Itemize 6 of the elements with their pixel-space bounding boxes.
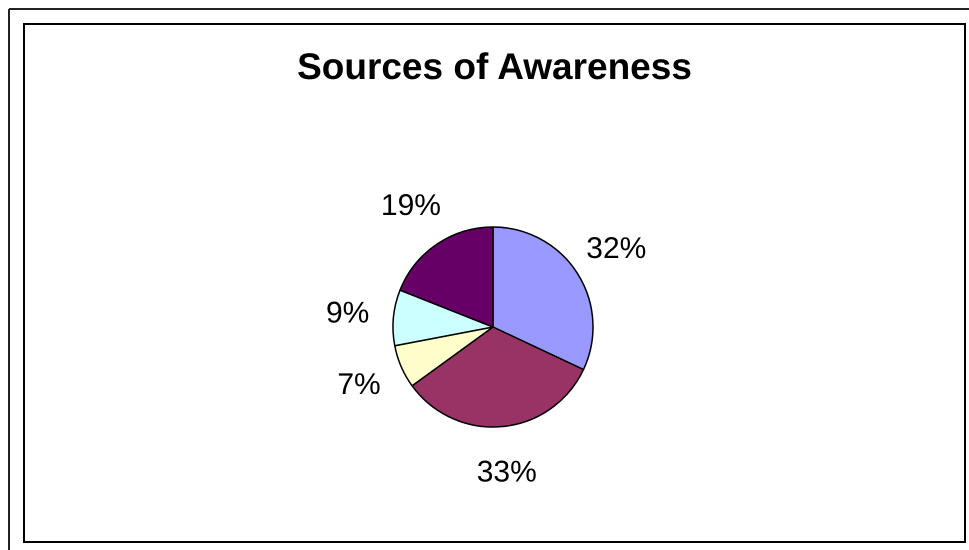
data-label: 9% <box>326 296 370 330</box>
data-label: 33% <box>476 455 537 488</box>
data-label: 32% <box>586 232 646 265</box>
data-label: 7% <box>337 368 381 401</box>
chart-title: Sources of Awareness <box>297 46 692 87</box>
data-label: 19% <box>380 189 441 222</box>
